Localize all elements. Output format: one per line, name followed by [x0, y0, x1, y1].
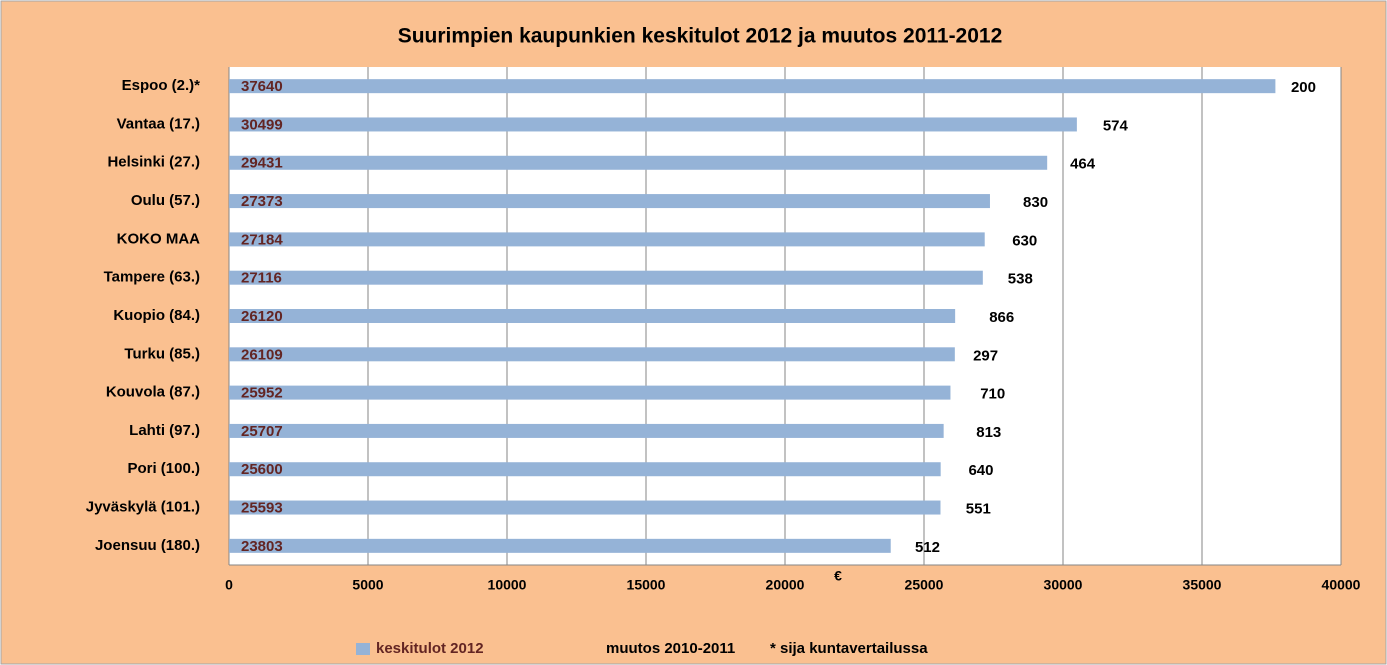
data-label: 27184 [241, 231, 283, 248]
chart-title: Suurimpien kaupunkien keskitulot 2012 ja… [398, 25, 1003, 48]
y-tick-label: Pori (100.) [127, 460, 200, 477]
y-tick-label: Vantaa (17.) [117, 115, 200, 132]
legend-label: muutos 2010-2011 [606, 640, 735, 657]
data-label: 551 [966, 501, 991, 518]
y-tick-label: Tampere (63.) [104, 269, 200, 286]
data-label: 830 [1023, 194, 1048, 211]
bar [229, 79, 1276, 94]
y-tick-label: Turku (85.) [124, 345, 200, 362]
data-label: 29431 [241, 155, 283, 172]
data-label: 200 [1291, 79, 1316, 96]
bar [229, 462, 941, 477]
data-label: 26120 [241, 308, 283, 325]
bar [229, 155, 1048, 170]
bar [229, 309, 956, 323]
data-label: 630 [1012, 232, 1037, 249]
data-label: 297 [973, 347, 998, 364]
bar [229, 194, 990, 209]
y-tick-label: Lahti (97.) [129, 422, 200, 439]
data-label: 512 [915, 539, 940, 556]
x-tick-label: 5000 [352, 577, 383, 593]
bar [229, 500, 941, 515]
y-tick-label: Kuopio (84.) [113, 307, 200, 324]
data-label: 27116 [241, 270, 282, 287]
data-label: 25952 [241, 385, 283, 402]
data-label: 27373 [241, 193, 283, 210]
x-tick-label: 15000 [627, 577, 666, 593]
bar [229, 385, 951, 400]
y-tick-label: KOKO MAA [117, 230, 200, 247]
bar [229, 347, 955, 362]
y-tick-label: Kouvola (87.) [106, 384, 200, 401]
y-tick-label: Joensuu (180.) [95, 537, 200, 554]
x-tick-label: 40000 [1322, 577, 1361, 593]
x-tick-label: 20000 [766, 577, 805, 593]
data-label: 23803 [241, 538, 283, 555]
data-label: 710 [980, 386, 1005, 403]
x-tick-label: 25000 [905, 577, 944, 593]
data-label: 26109 [241, 346, 283, 363]
bar [229, 538, 891, 553]
legend-note: * sija kuntavertailussa [770, 640, 928, 657]
bar [229, 270, 983, 285]
data-label: 866 [989, 309, 1014, 326]
data-label: 574 [1103, 117, 1129, 134]
y-tick-label: Jyväskylä (101.) [86, 499, 200, 516]
data-label: 37640 [241, 78, 283, 95]
y-tick-label: Espoo (2.)* [122, 77, 201, 94]
x-tick-label: 35000 [1183, 577, 1222, 593]
x-tick-label: 10000 [488, 577, 527, 593]
data-label: 25707 [241, 423, 283, 440]
bar [229, 423, 944, 438]
x-tick-label: 0 [225, 577, 233, 593]
y-tick-label: Oulu (57.) [131, 192, 200, 209]
data-label: 813 [976, 424, 1001, 441]
bar [229, 117, 1077, 132]
data-label: 538 [1008, 271, 1033, 288]
bar [229, 232, 985, 247]
legend-swatch [356, 643, 370, 655]
x-tick-label: 30000 [1044, 577, 1083, 593]
legend-label: keskitulot 2012 [376, 640, 484, 657]
data-label: 25593 [241, 500, 283, 517]
data-label: 30499 [241, 116, 283, 133]
data-label: 464 [1070, 156, 1096, 173]
y-tick-label: Helsinki (27.) [107, 154, 200, 171]
data-label: 640 [968, 462, 993, 479]
x-axis-label: € [834, 568, 842, 584]
data-label: 25600 [241, 461, 283, 478]
